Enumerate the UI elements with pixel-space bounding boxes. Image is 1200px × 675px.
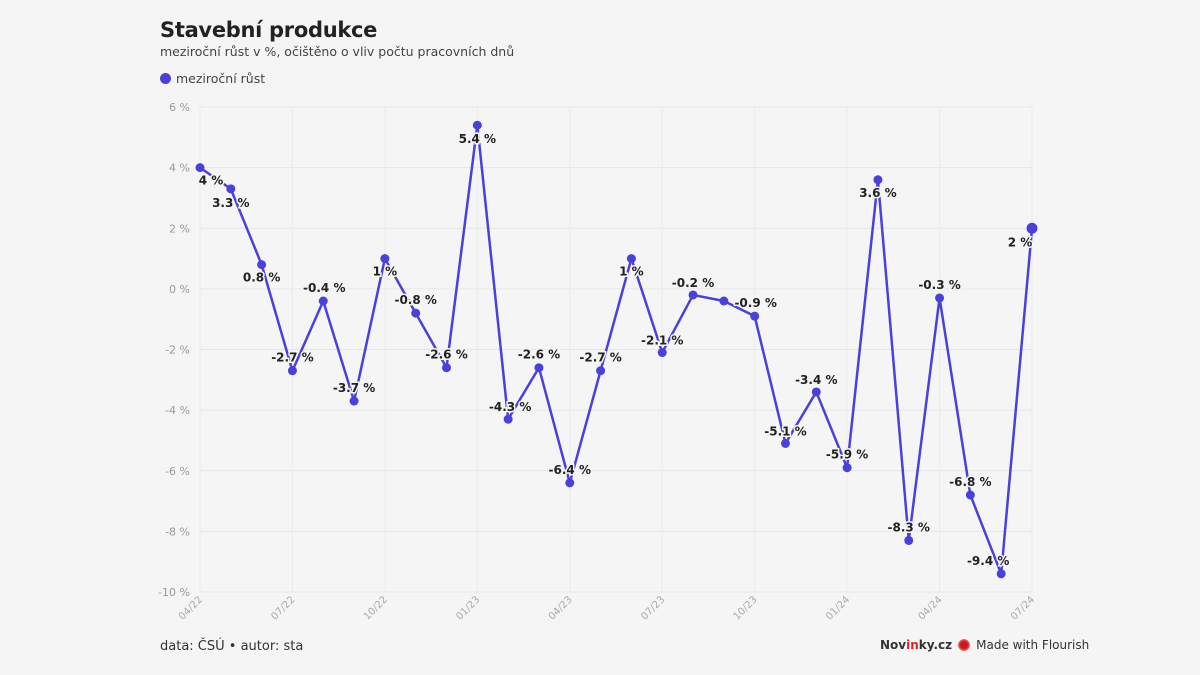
data-label: -0.8 % [394,293,436,307]
data-label: -3.7 % [333,381,375,395]
data-point [318,296,328,306]
data-point [287,366,297,376]
data-label: 1 % [373,265,398,279]
series-line [199,123,1034,576]
data-point [719,296,729,306]
data-label: -0.9 % [734,296,776,310]
x-tick-label: 04/24 [917,594,945,622]
legend-swatch [160,73,171,84]
novinky-logo[interactable]: Novinky.cz [880,638,952,652]
data-point [1026,222,1038,234]
data-label: -3.4 % [795,373,837,387]
data-label: -2.7 % [271,351,313,365]
data-point [965,490,975,500]
x-tick-label: 10/22 [362,594,390,622]
x-tick-label: 07/23 [639,594,667,622]
source-credit: data: ČSÚ • autor: sta [160,639,304,654]
data-point [472,120,482,130]
chart-title: Stavební produkce [160,18,378,42]
data-label: -0.3 % [918,278,960,292]
x-tick-label: 07/22 [269,594,297,622]
branding: Novinky.cz Made with Flourish [880,638,1089,652]
data-label: 1 % [619,265,644,279]
data-label: -4.3 % [489,400,531,414]
y-tick-label: 4 % [169,162,190,175]
data-label: 5.4 % [459,132,496,146]
data-label: -9.4 % [967,554,1009,568]
chart-subtitle: meziroční růst v %, očištěno o vliv počt… [160,44,515,59]
data-point [780,438,790,448]
data-point [626,254,636,264]
data-label: 4 % [199,174,224,188]
legend: meziroční růst [160,71,265,86]
y-tick-label: -8 % [165,525,190,538]
data-point [596,366,606,376]
flourish-icon [958,639,971,651]
data-point [442,363,452,373]
data-point [411,308,421,318]
data-point [380,254,390,264]
data-label: 0.8 % [243,271,280,285]
data-point [503,414,513,424]
data-label: -2.6 % [518,348,560,362]
data-point [811,387,821,397]
y-tick-label: 2 % [169,222,190,235]
y-tick-label: 6 % [169,101,190,114]
data-point [195,163,205,173]
data-label: 3.6 % [859,186,896,200]
data-point [534,363,544,373]
logo-part: ky.cz [918,638,953,652]
data-label: -2.1 % [641,334,683,348]
y-tick-label: -6 % [165,465,190,478]
y-tick-label: -10 % [158,586,190,599]
x-tick-label: 10/23 [732,594,760,622]
y-tick-label: -4 % [165,404,190,417]
data-point [349,396,359,406]
data-point [750,311,760,321]
data-label: 3.3 % [212,196,249,210]
data-point [842,463,852,473]
legend-label: meziroční růst [176,71,266,86]
data-label: -6.4 % [549,463,591,477]
logo-part: in [906,638,919,652]
logo-part: Nov [880,638,907,652]
flourish-credit[interactable]: Made with Flourish [976,638,1090,652]
data-label: -0.4 % [303,281,345,295]
data-point [873,175,883,185]
x-tick-label: 07/24 [1009,594,1037,622]
data-label: -5.1 % [764,424,806,438]
data-point [996,569,1006,579]
data-label: -8.3 % [888,520,930,534]
data-label: -6.8 % [949,475,991,489]
y-tick-label: -2 % [165,344,190,357]
data-label: -5.9 % [826,448,868,462]
data-point [657,348,667,358]
data-point [904,535,914,545]
data-point [226,184,236,194]
x-tick-label: 01/24 [824,594,852,622]
data-point [935,293,945,303]
data-label: -2.7 % [579,351,621,365]
data-point [565,478,575,488]
x-tick-label: 04/23 [547,594,575,622]
data-label: -0.2 % [672,276,714,290]
data-label: -2.6 % [425,348,467,362]
data-point [688,290,698,300]
y-tick-label: 0 % [169,283,190,296]
data-point [257,260,267,270]
x-tick-label: 01/23 [454,594,482,622]
data-label: 2 % [1008,235,1033,249]
